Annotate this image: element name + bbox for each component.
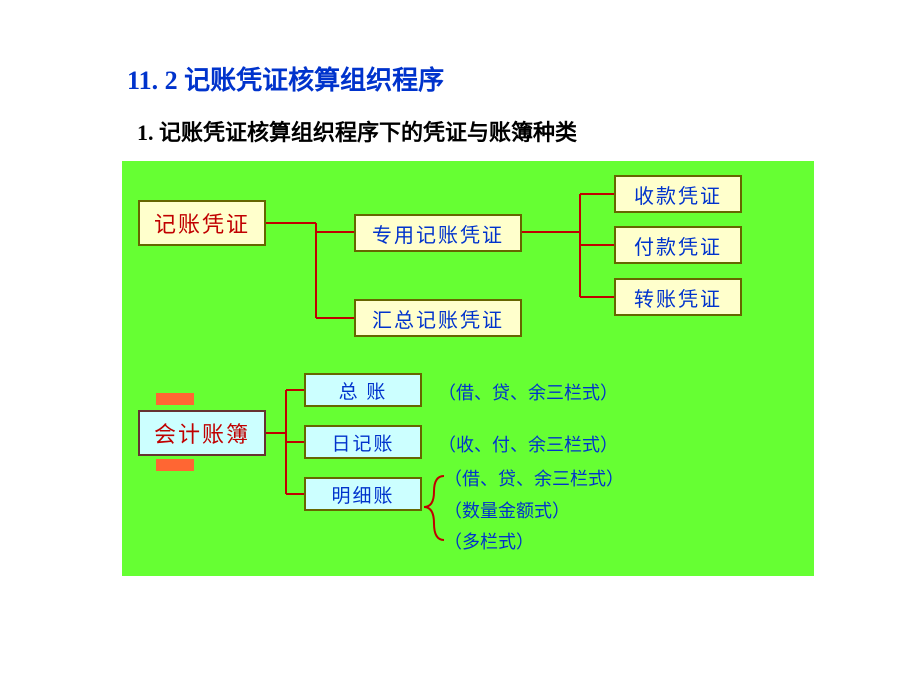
connector-lines [0, 0, 920, 690]
annot-zongzhang: （借、贷、余三栏式） [438, 379, 618, 405]
node-jizhangpingzheng: 记账凭证 [138, 200, 266, 246]
slide-canvas: 11. 2 记账凭证核算组织程序 1. 记账凭证核算组织程序下的凭证与账簿种类 … [0, 0, 920, 690]
annot-mingxi-1: （借、贷、余三栏式） [444, 465, 624, 491]
node-zhuanyong: 专用记账凭证 [354, 214, 522, 252]
node-huizong: 汇总记账凭证 [354, 299, 522, 337]
red-accent-bottom [156, 459, 194, 471]
red-accent-top [156, 393, 194, 405]
annot-mingxi-2: （数量金额式） [444, 497, 570, 523]
node-kuaijizhangbu: 会计账簿 [138, 410, 266, 456]
annot-mingxi-3: （多栏式） [444, 528, 534, 554]
node-zhuanzhang: 转账凭证 [614, 278, 742, 316]
node-shoukuan: 收款凭证 [614, 175, 742, 213]
node-mingxizhang: 明细账 [304, 477, 422, 511]
node-fukuan: 付款凭证 [614, 226, 742, 264]
node-rijizhang: 日记账 [304, 425, 422, 459]
node-zongzhang: 总 账 [304, 373, 422, 407]
annot-rijizhang: （收、付、余三栏式） [438, 431, 618, 457]
